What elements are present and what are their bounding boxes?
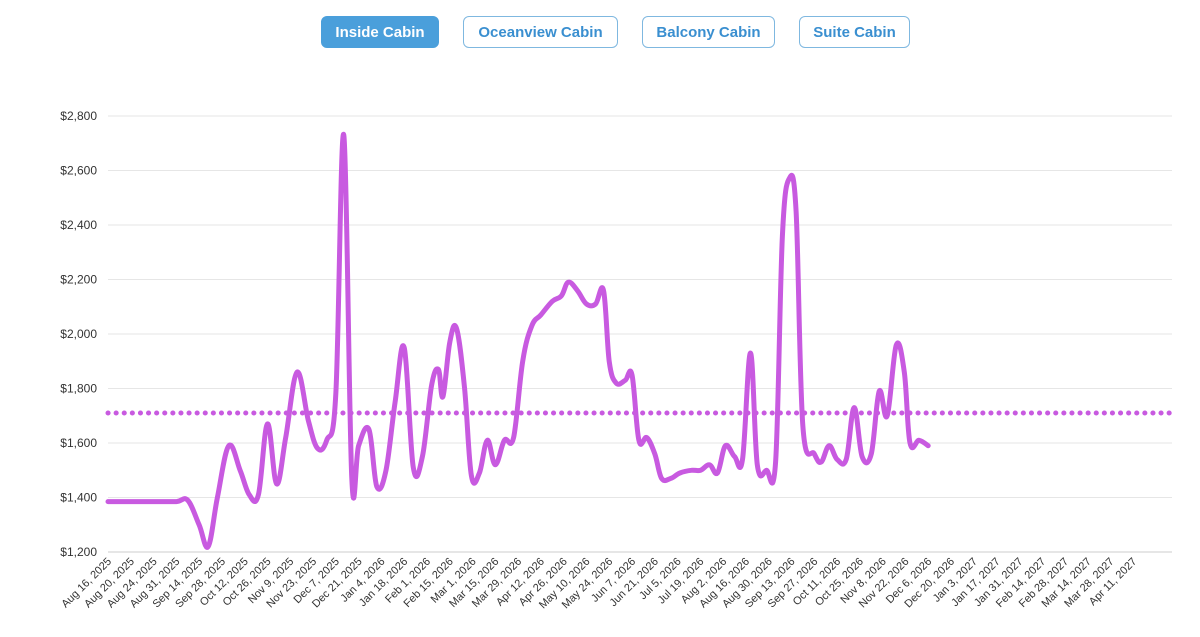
y-tick-label: $1,800 [60,382,97,396]
tab-inside-cabin[interactable]: Inside Cabin [321,16,439,48]
tab-oceanview-cabin[interactable]: Oceanview Cabin [463,16,618,48]
y-axis: $1,200 $1,400 $1,600 $1,800 $2,000 $2,200 $2,4… [60,109,97,559]
grid-lines [108,115,1172,553]
y-tick-label: $2,200 [60,273,97,287]
y-tick-label: $1,600 [60,436,97,450]
y-tick-label: $1,200 [60,545,97,559]
y-tick-label: $2,800 [60,109,97,123]
cabin-type-tabs: Inside Cabin Oceanview Cabin Balcony Cab… [0,16,1200,50]
y-tick-label: $2,600 [60,164,97,178]
tab-balcony-cabin[interactable]: Balcony Cabin [642,16,775,48]
tab-suite-cabin[interactable]: Suite Cabin [799,16,910,48]
y-tick-label: $1,400 [60,491,97,505]
y-tick-label: $2,400 [60,218,97,232]
price-series-line [105,132,931,550]
y-tick-label: $2,000 [60,327,97,341]
